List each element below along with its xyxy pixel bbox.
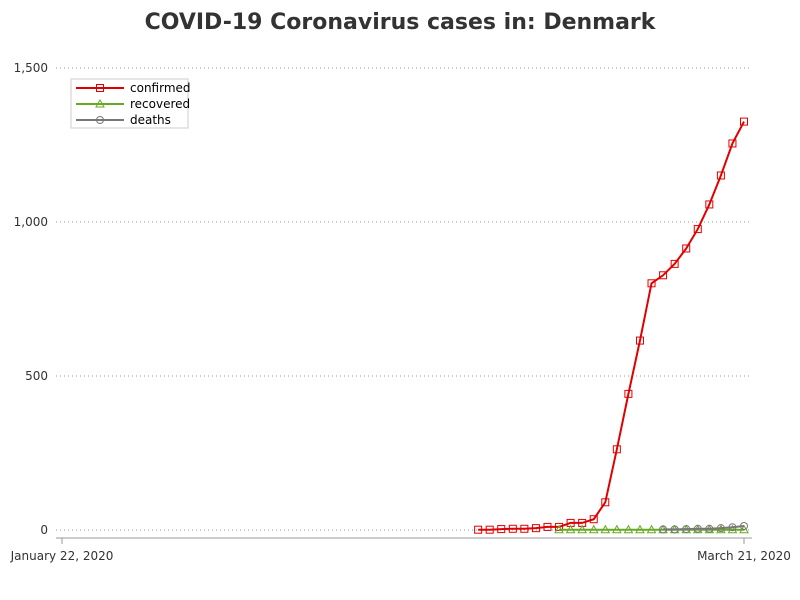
y-tick-label: 0 [40,523,48,537]
data-point-recovered [588,524,599,534]
y-tick-label: 1,500 [14,61,48,75]
data-point-deaths [670,525,679,534]
data-point-deaths [682,525,691,534]
data-point-confirmed [682,244,691,253]
data-point-recovered [565,524,576,534]
data-point-confirmed [474,525,483,534]
data-point-confirmed [740,117,748,126]
data-point-deaths [740,521,748,530]
data-point-deaths [659,525,668,534]
data-point-confirmed [520,524,529,533]
chart-title: COVID-19 Coronavirus cases in: Denmark [144,10,656,35]
x-tick-label: March 21, 2020 [697,549,791,563]
x-tick-label: January 22, 2020 [10,549,114,563]
data-point-recovered [600,524,611,534]
data-point-confirmed [612,445,621,454]
legend-marker-confirmed [96,84,104,92]
series-lines [474,117,749,534]
legend-marker-deaths [96,116,104,124]
series-line-deaths [663,525,745,531]
data-point-recovered [646,524,657,534]
legend-label-confirmed: confirmed [130,81,191,95]
data-point-confirmed [531,524,540,533]
y-tick-label: 1,000 [14,215,48,229]
data-point-deaths [705,524,714,533]
axes: 0 500 1,000 1,500 January 22, 2020 March 21, … [10,61,791,563]
data-point-confirmed [589,515,598,524]
data-point-confirmed [716,171,725,180]
data-point-confirmed [543,522,552,531]
legend-label-deaths: deaths [130,113,171,127]
data-point-deaths [693,524,702,533]
data-point-confirmed [508,524,517,533]
data-point-confirmed [693,225,702,234]
legend-marker-recovered [95,98,105,108]
data-point-recovered [727,524,738,534]
data-point-confirmed [705,200,714,209]
y-tick-label: 500 [25,369,48,383]
data-point-confirmed [497,525,506,534]
data-point-confirmed [659,271,668,280]
data-point-confirmed [635,336,644,345]
legend-label-recovered: recovered [130,97,190,111]
data-point-recovered [611,524,622,534]
data-point-confirmed [670,259,679,268]
data-point-deaths [716,524,725,533]
data-point-recovered [554,524,564,534]
data-point-recovered [577,524,588,534]
data-point-confirmed [647,279,656,288]
data-point-deaths [728,523,737,532]
data-point-confirmed [728,139,737,148]
data-point-confirmed [601,498,610,507]
data-point-recovered [635,524,645,534]
data-point-confirmed [485,525,494,534]
legend: confirmed recovered deaths [70,78,191,129]
series-line-confirmed [478,121,745,531]
data-point-recovered [623,524,634,534]
data-point-confirmed [624,389,633,398]
